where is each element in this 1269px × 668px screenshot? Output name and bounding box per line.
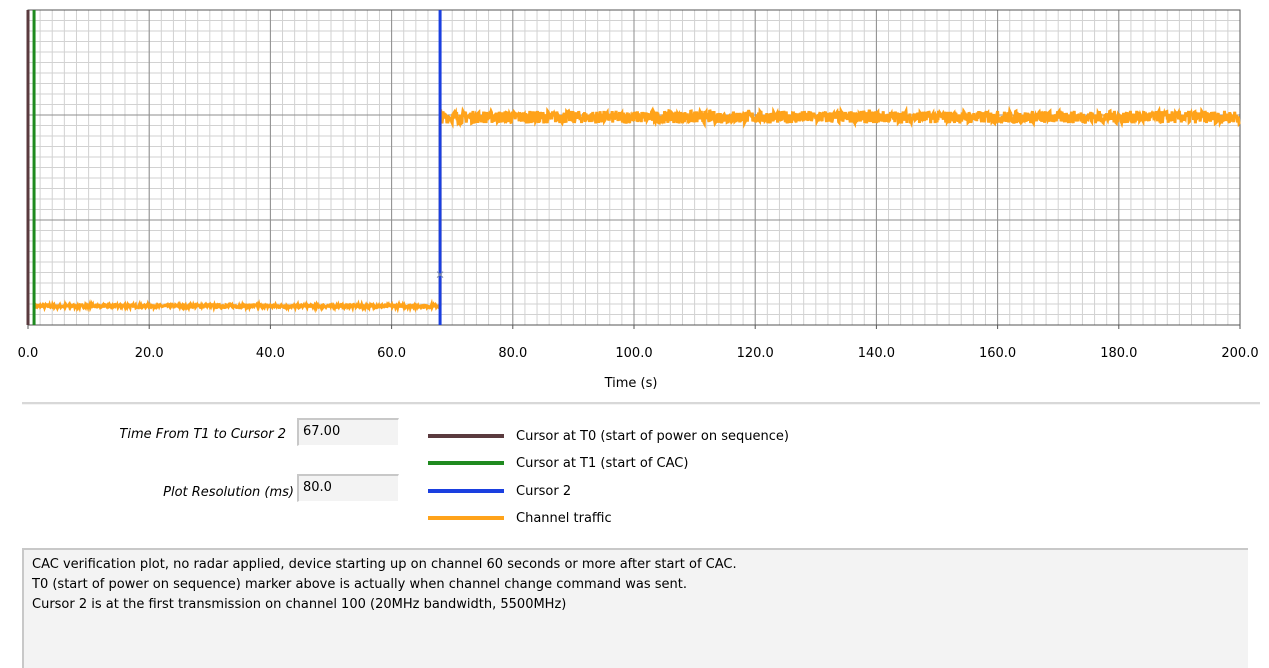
notes-line: Cursor 2 is at the first transmission on… xyxy=(32,597,567,612)
legend-item: Channel traffic xyxy=(428,506,612,530)
legend-label: Channel traffic xyxy=(516,510,612,526)
time-from-t1-label: Time From T1 to Cursor 2 xyxy=(119,427,286,442)
notes-line: T0 (start of power on sequence) marker a… xyxy=(32,577,688,592)
notes-textbox[interactable]: CAC verification plot, no radar applied,… xyxy=(22,548,1248,668)
x-tick-label: 40.0 xyxy=(256,346,285,361)
legend-swatch xyxy=(428,516,504,520)
x-tick-label: 140.0 xyxy=(858,346,895,361)
x-tick-label: 200.0 xyxy=(1221,346,1258,361)
legend-label: Cursor at T0 (start of power on sequence… xyxy=(516,428,789,444)
time-from-t1-value[interactable]: 67.00 xyxy=(297,418,399,446)
legend-item: Cursor 2 xyxy=(428,479,571,503)
x-tick-labels: 0.0 20.0 40.0 60.0 80.0 100.0 120.0 140.0 160.0 1… xyxy=(18,325,1259,361)
channel-traffic-trace xyxy=(32,298,441,314)
legend-item: Cursor at T0 (start of power on sequence… xyxy=(428,424,789,448)
plot-area: 0.0 20.0 40.0 60.0 80.0 100.0 120.0 140.0 160.0 1… xyxy=(18,9,1259,391)
legend-item: Cursor at T1 (start of CAC) xyxy=(428,451,688,475)
plot-resolution-label: Plot Resolution (ms) xyxy=(163,485,294,500)
legend-label: Cursor at T1 (start of CAC) xyxy=(516,455,689,471)
x-tick-label: 0.0 xyxy=(18,346,39,361)
legend-swatch xyxy=(428,489,504,493)
x-tick-label: 60.0 xyxy=(377,346,406,361)
channel-traffic-trace xyxy=(438,105,1241,129)
legend-label: Cursor 2 xyxy=(516,483,572,499)
plot-resolution-value[interactable]: 80.0 xyxy=(297,474,399,502)
x-tick-label: 120.0 xyxy=(737,346,774,361)
cursor-2-marker-icon xyxy=(436,271,444,278)
x-tick-label: 180.0 xyxy=(1100,346,1137,361)
x-tick-label: 160.0 xyxy=(979,346,1016,361)
x-tick-label: 80.0 xyxy=(498,346,527,361)
x-tick-label: 100.0 xyxy=(615,346,652,361)
notes-line: CAC verification plot, no radar applied,… xyxy=(32,557,737,572)
x-tick-label: 20.0 xyxy=(135,346,164,361)
cursor-lines xyxy=(26,10,444,325)
legend-swatch xyxy=(428,461,504,465)
legend-swatch xyxy=(428,434,504,438)
section-divider xyxy=(22,402,1260,405)
x-axis-title: Time (s) xyxy=(604,376,658,391)
